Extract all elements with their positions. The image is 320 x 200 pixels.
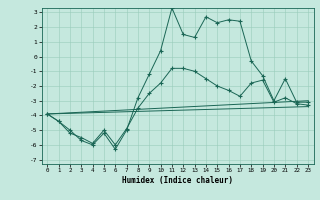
X-axis label: Humidex (Indice chaleur): Humidex (Indice chaleur) bbox=[122, 176, 233, 185]
